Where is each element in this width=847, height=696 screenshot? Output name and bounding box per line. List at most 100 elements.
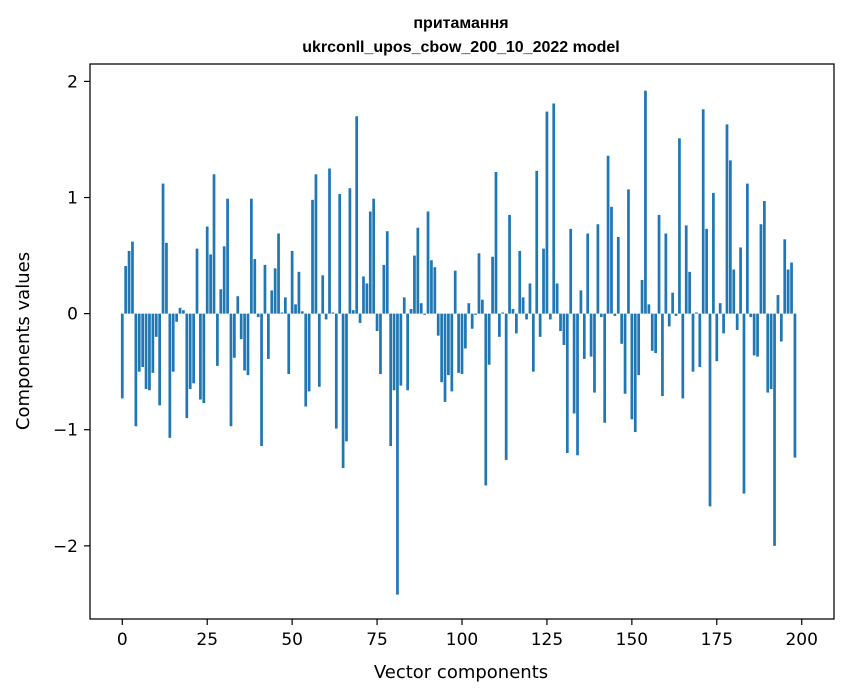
bar-66 (345, 313, 348, 442)
bar-181 (735, 313, 739, 330)
bar-81 (396, 313, 399, 595)
bar-132 (569, 228, 573, 314)
bar-42 (263, 264, 267, 314)
bar-191 (769, 313, 773, 390)
bar-139 (593, 313, 596, 393)
bar-89 (423, 313, 426, 315)
bar-99 (457, 313, 460, 373)
bar-60 (324, 313, 328, 320)
bar-152 (637, 313, 641, 376)
bar-79 (389, 313, 393, 446)
bar-108 (487, 313, 491, 365)
bar-26 (209, 254, 212, 314)
bar-95 (443, 313, 447, 402)
bar-172 (705, 228, 708, 314)
bar-80 (392, 313, 396, 391)
bar-3 (131, 241, 134, 314)
bar-44 (270, 290, 274, 314)
bar-25 (205, 226, 209, 314)
bar-187 (756, 313, 759, 357)
bar-175 (715, 313, 719, 362)
bar-195 (783, 239, 787, 314)
bar-98 (453, 270, 457, 314)
bar-96 (447, 313, 450, 376)
bar-179 (729, 160, 732, 314)
bar-90 (426, 211, 430, 314)
bar-189 (763, 201, 766, 314)
bar-123 (538, 313, 542, 337)
bar-14 (168, 313, 172, 438)
bar-118 (521, 297, 525, 314)
bar-196 (786, 269, 790, 314)
bar-165 (681, 313, 685, 399)
bar-185 (749, 313, 753, 318)
bar-178 (725, 124, 729, 314)
bar-144 (610, 206, 613, 314)
x-tick-label: 75 (366, 630, 388, 650)
x-tick-label: 175 (701, 630, 733, 650)
bar-71 (362, 276, 365, 314)
bar-41 (260, 313, 263, 446)
bar-73 (368, 211, 372, 314)
bar-124 (542, 248, 545, 314)
bar-168 (691, 313, 695, 372)
bar-169 (695, 312, 698, 314)
bar-153 (640, 279, 644, 314)
bar-186 (752, 313, 756, 356)
bar-85 (409, 308, 413, 314)
bar-109 (491, 256, 494, 314)
bar-59 (321, 275, 325, 314)
bar-74 (372, 198, 376, 314)
bar-146 (616, 237, 620, 314)
x-tick-label: 200 (785, 630, 817, 650)
bar-57 (314, 174, 318, 314)
bar-120 (528, 283, 532, 314)
bar-173 (708, 313, 712, 507)
bar-129 (559, 313, 562, 332)
bar-83 (402, 297, 406, 314)
chart-subtitle: ukrconll_upos_cbow_200_10_2022 model (302, 39, 619, 56)
bar-61 (328, 168, 331, 314)
x-tick-label: 50 (281, 630, 303, 650)
bar-116 (515, 313, 518, 334)
bar-50 (290, 250, 294, 314)
bar-22 (195, 248, 199, 314)
bar-45 (273, 268, 277, 314)
x-tick-label: 100 (446, 630, 478, 650)
bar-31 (226, 198, 229, 314)
bar-100 (460, 313, 464, 375)
bar-105 (477, 253, 481, 314)
bar-5 (137, 313, 141, 372)
bar-141 (599, 313, 603, 318)
bar-110 (494, 171, 498, 314)
bar-48 (283, 297, 287, 314)
bar-64 (338, 194, 342, 314)
bar-4 (134, 313, 138, 427)
bar-150 (630, 313, 634, 420)
bar-88 (419, 303, 423, 314)
bar-46 (277, 233, 280, 314)
bar-154 (644, 90, 647, 314)
bar-52 (297, 271, 301, 314)
bar-72 (365, 283, 369, 314)
bar-30 (222, 246, 226, 314)
bar-113 (504, 313, 508, 460)
x-tick-label: 25 (196, 630, 218, 650)
bar-147 (620, 313, 624, 344)
bar-40 (256, 313, 260, 318)
bar-68 (351, 310, 355, 314)
bar-13 (165, 242, 168, 314)
bar-24 (202, 313, 206, 404)
bar-126 (548, 313, 552, 320)
bar-92 (433, 267, 437, 314)
bar-101 (464, 313, 467, 349)
bar-29 (219, 289, 223, 314)
bar-2 (127, 250, 131, 314)
bar-130 (562, 313, 566, 345)
bar-135 (579, 290, 583, 314)
bar-122 (535, 170, 539, 314)
bar-11 (158, 313, 161, 406)
bar-128 (555, 283, 559, 314)
